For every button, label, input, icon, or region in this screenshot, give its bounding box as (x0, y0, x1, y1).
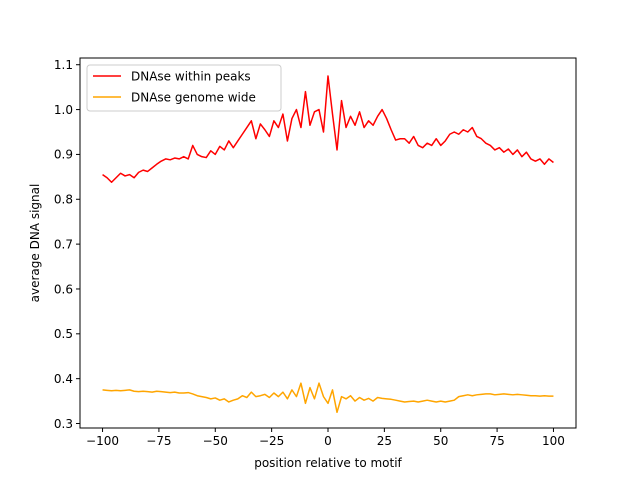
y-tick-label: 0.5 (54, 327, 73, 341)
y-tick-label: 0.9 (54, 148, 73, 162)
x-axis-label: position relative to motif (254, 456, 402, 470)
y-tick-label: 0.6 (54, 282, 73, 296)
legend-label-peaks: DNAse within peaks (131, 70, 251, 84)
x-tick-label: 100 (542, 434, 565, 448)
y-axis-label: average DNA signal (28, 184, 42, 303)
x-tick-label: 0 (324, 434, 332, 448)
series-line-0 (102, 75, 554, 183)
legend: DNAse within peaks DNAse genome wide (86, 64, 282, 112)
x-tick-label: −50 (203, 434, 228, 448)
x-tick-label: −75 (146, 434, 171, 448)
x-tick-label: 75 (489, 434, 504, 448)
x-axis-ticks: −100 −75 −50 −25 0 25 50 75 100 (86, 428, 565, 448)
plot-lines (102, 75, 554, 414)
y-tick-label: 0.8 (54, 193, 73, 207)
y-tick-label: 0.7 (54, 237, 73, 251)
x-tick-label: 50 (433, 434, 448, 448)
series-line-1 (102, 382, 554, 414)
y-tick-label: 1.1 (54, 58, 73, 72)
y-tick-label: 0.4 (54, 372, 73, 386)
x-tick-label: −25 (259, 434, 284, 448)
x-tick-label: 25 (377, 434, 392, 448)
legend-box (86, 64, 282, 112)
legend-label-genome-wide: DNAse genome wide (131, 91, 256, 105)
x-tick-label: −100 (86, 434, 119, 448)
y-axis-ticks: 0.3 0.4 0.5 0.6 0.7 0.8 0.9 1.0 1.1 (54, 58, 80, 431)
y-tick-label: 0.3 (54, 417, 73, 431)
y-tick-label: 1.0 (54, 103, 73, 117)
